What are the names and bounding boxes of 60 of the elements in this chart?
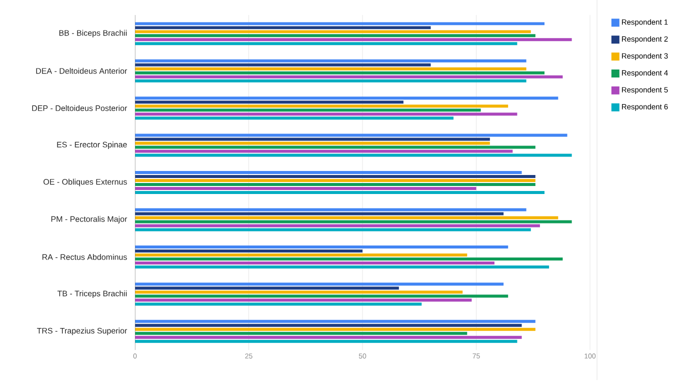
- y-tick-label: DEP - Deltoideus Posterior: [32, 105, 128, 112]
- bar: [135, 71, 545, 74]
- bar: [135, 294, 508, 298]
- bar: [135, 298, 472, 302]
- bar: [135, 187, 476, 190]
- bar: [135, 220, 572, 224]
- bar: [135, 253, 468, 256]
- bar: [135, 340, 518, 343]
- bar: [135, 224, 540, 228]
- bar: [135, 324, 522, 327]
- bar: [135, 179, 536, 182]
- bar: [135, 134, 568, 137]
- bar: [135, 171, 522, 174]
- bar: [135, 257, 563, 260]
- bar: [135, 175, 536, 178]
- bar: [135, 320, 536, 323]
- bar: [135, 150, 513, 153]
- y-tick-label: OE - Obliques Externus: [44, 178, 127, 186]
- bar: [135, 183, 536, 186]
- bar: [135, 332, 468, 335]
- bar: [135, 112, 518, 116]
- bar: [135, 108, 481, 112]
- bar: [135, 328, 536, 331]
- bar: [135, 228, 531, 232]
- y-tick-label: PM - Pectoralis Major: [51, 216, 128, 224]
- y-tick-label: BB - Biceps Brachii: [59, 30, 127, 38]
- bar: [135, 142, 490, 145]
- bar: [135, 261, 494, 264]
- bar: [135, 138, 490, 141]
- bar: [135, 336, 522, 339]
- bar: [135, 34, 536, 38]
- bar: [135, 116, 454, 120]
- bar: [135, 282, 504, 286]
- bar: [135, 191, 545, 194]
- bar: [135, 38, 572, 42]
- bar: [135, 42, 518, 46]
- bar: [135, 146, 536, 149]
- bar: [135, 208, 526, 212]
- bar: [135, 63, 431, 66]
- y-tick-label: DEA - Deltoideus Anterior: [36, 68, 128, 74]
- bar: [135, 245, 508, 248]
- bar: [135, 290, 463, 294]
- bar: [135, 96, 558, 100]
- bar: [135, 100, 404, 104]
- bar: [135, 249, 363, 252]
- bar: [135, 79, 526, 82]
- bar: [135, 265, 550, 268]
- bar: [135, 216, 558, 220]
- y-tick-label: RA - Rectus Abdominus: [42, 254, 127, 260]
- bar: [135, 212, 504, 216]
- bar: [135, 104, 508, 108]
- y-tick-label: TRS - Trapezius Superior: [36, 328, 128, 336]
- bar: [135, 154, 572, 157]
- bar: [135, 67, 526, 70]
- bar: [135, 302, 422, 306]
- bar: [135, 286, 399, 290]
- y-tick-label: TB - Triceps Brachii: [57, 290, 127, 298]
- bar: [135, 75, 563, 78]
- bar: [135, 59, 526, 62]
- y-tick-label: ES - Erector Spinae: [57, 142, 127, 150]
